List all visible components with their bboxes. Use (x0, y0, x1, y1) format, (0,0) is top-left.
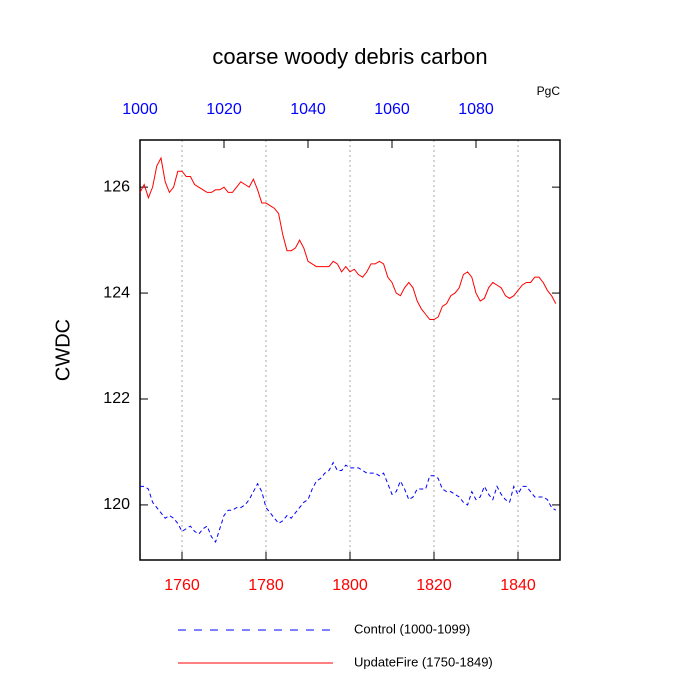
y-tick-label: 126 (103, 178, 130, 195)
units-label: PgC (537, 84, 561, 98)
x-tick-label: 1840 (500, 577, 536, 594)
x2-tick-label: 1060 (374, 101, 410, 118)
x2-tick-label: 1040 (290, 101, 326, 118)
x-tick-label: 1760 (164, 577, 200, 594)
y-tick-label: 124 (103, 284, 130, 301)
series-line (139, 156, 557, 321)
x2-tick-label: 1000 (122, 101, 158, 118)
y-axis-label: CWDC (52, 319, 74, 381)
y-tick-label: 122 (103, 390, 130, 407)
x2-tick-label: 1080 (458, 101, 494, 118)
x-tick-label: 1800 (332, 577, 368, 594)
chart-title: coarse woody debris carbon (212, 44, 487, 69)
x-tick-label: 1780 (248, 577, 284, 594)
legend-label: UpdateFire (1750-1849) (354, 654, 493, 669)
x2-tick-label: 1020 (206, 101, 242, 118)
series-line (140, 461, 557, 544)
y-tick-label: 120 (103, 496, 130, 513)
legend-label: Control (1000-1099) (354, 621, 470, 636)
x-tick-label: 1820 (416, 577, 452, 594)
plot-frame (139, 139, 561, 561)
